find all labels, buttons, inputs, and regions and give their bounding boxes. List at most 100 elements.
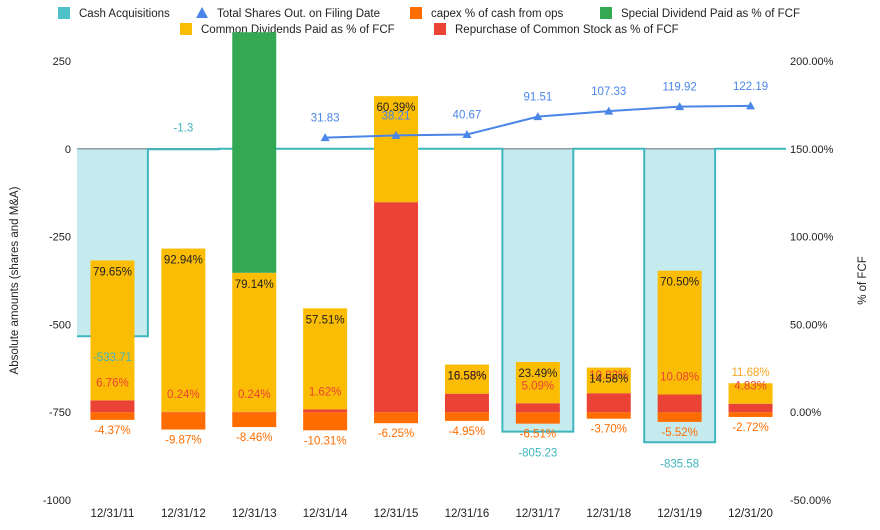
category-label: 12/31/20 [728, 508, 773, 520]
left-axis-title: Absolute amounts (shares and M&A) [9, 186, 21, 374]
legend-marker [600, 7, 612, 19]
legend-label: Cash Acquisitions [79, 8, 170, 20]
left-tick-label: 250 [53, 56, 71, 68]
common-dividend-bar [515, 362, 560, 404]
category-label: 12/31/13 [232, 508, 277, 520]
capex-label: -4.95% [449, 426, 485, 438]
legend: Cash Acquisitions Total Shares Out. on Fi… [58, 7, 800, 36]
common-dividend-bar [586, 367, 631, 394]
common-dividend-bar [444, 364, 489, 394]
legend-marker [180, 23, 192, 35]
acquisitions-label: -835.58 [660, 458, 699, 470]
capex-bar [657, 412, 702, 422]
category-label: 12/31/11 [90, 508, 134, 520]
left-tick-label: -250 [49, 232, 71, 244]
repurchase-bar [303, 409, 348, 413]
repurchase-label: 5.09% [522, 380, 555, 392]
right-tick-label: 200.00% [790, 56, 834, 68]
common-dividend-bar [728, 383, 773, 404]
repurchase-bar [728, 403, 773, 413]
legend-label: Repurchase of Common Stock as % of FCF [455, 24, 679, 36]
capex-bar [586, 412, 631, 419]
acquisitions-label: -533.71 [93, 352, 132, 364]
repurchase-bar [90, 400, 135, 413]
category-label: 12/31/14 [303, 508, 348, 520]
dividend-label: 11.68% [731, 367, 769, 379]
common-dividend-bar [303, 308, 348, 410]
right-tick-label: 150.00% [790, 144, 834, 156]
capex-bar [444, 412, 489, 421]
capex-bar [232, 412, 277, 428]
dividend-label: 79.65% [93, 266, 132, 278]
repurchase-label: 119.61% [374, 207, 419, 219]
shares-line-series [320, 101, 756, 142]
repurchase-label: 6.76% [96, 377, 129, 389]
repurchase-label: 10.08% [660, 371, 699, 383]
capex-label: -2.72% [732, 422, 768, 434]
right-tick-label: 50.00% [790, 319, 828, 331]
shares-point [391, 130, 401, 139]
repurchase-bar [515, 403, 560, 413]
legend-marker [58, 7, 70, 19]
right-tick-label: -50.00% [790, 495, 831, 507]
dividend-label: 70.50% [660, 277, 699, 289]
shares-label: 91.51 [523, 92, 552, 104]
repurchase-label: 10.82% [589, 370, 628, 382]
left-tick-label: -750 [49, 407, 71, 419]
shares-point [462, 130, 472, 139]
legend-label: capex % of cash from ops [431, 8, 564, 20]
common-dividend-bar [232, 272, 277, 412]
category-label: 12/31/18 [586, 508, 631, 520]
acquisitions-label: -805.23 [518, 448, 557, 460]
legend-marker [196, 7, 208, 18]
category-label: 12/31/16 [445, 508, 490, 520]
repurchase-label: 0.24% [238, 389, 271, 401]
acquisitions-label: -1.3 [173, 122, 193, 134]
cash-acquisitions-line [77, 147, 786, 444]
dividend-label: 57.51% [306, 314, 345, 326]
right-axis-title: % of FCF [857, 256, 869, 305]
shares-point [675, 102, 685, 111]
left-tick-label: -1000 [43, 495, 71, 507]
data-labels: -4.37% 6.76% 79.65% -533.71 -9.87% 0.24% 92.94… [93, 81, 770, 470]
dividend-label: 79.14% [235, 279, 274, 291]
capex-bar [161, 412, 206, 430]
axes: 250 0 -250 -500 -750 -1000 200.00% 150.00% 100.0… [9, 56, 869, 520]
shares-label: 122.19 [733, 81, 768, 93]
repurchase-bar [444, 393, 489, 413]
common-dividend-bar [90, 260, 135, 401]
dividend-label: 60.39% [377, 102, 416, 114]
capex-label: -5.52% [661, 427, 697, 439]
capex-bar [374, 412, 419, 424]
shares-point [604, 106, 614, 115]
dividend-label: 16.58% [447, 371, 486, 383]
capex-label: -10.31% [304, 435, 347, 447]
category-label: 12/31/12 [161, 508, 206, 520]
category-label: 12/31/15 [374, 508, 419, 520]
shares-point [320, 133, 330, 142]
shares-point [746, 101, 756, 110]
capex-bar [515, 412, 560, 424]
repurchase-label: 4.83% [734, 381, 767, 393]
left-tick-label: -500 [49, 319, 71, 331]
capex-label: -4.37% [94, 425, 130, 437]
cash-acquisitions-series [77, 147, 786, 444]
repurchase-label: 10.55% [447, 371, 486, 383]
legend-label: Common Dividends Paid as % of FCF [201, 24, 395, 36]
left-tick-label: 0 [65, 144, 71, 156]
repurchase-bar [374, 202, 419, 413]
legend-marker [434, 23, 446, 35]
capex-label: -3.70% [591, 424, 627, 436]
legend-label: Special Dividend Paid as % of FCF [621, 8, 800, 20]
right-tick-label: 100.00% [790, 232, 834, 244]
capex-label: -9.87% [165, 435, 201, 447]
capex-label: -6.25% [378, 428, 414, 440]
special-dividend-bar [232, 32, 277, 273]
capex-label: -6.51% [520, 429, 556, 441]
shares-label: 40.67 [453, 110, 482, 122]
bars [90, 32, 773, 431]
dividend-label: 14.58% [589, 374, 628, 386]
capex-label: -8.46% [236, 432, 272, 444]
legend-label: Total Shares Out. on Filing Date [217, 8, 380, 20]
repurchase-label: 0.24% [167, 389, 200, 401]
